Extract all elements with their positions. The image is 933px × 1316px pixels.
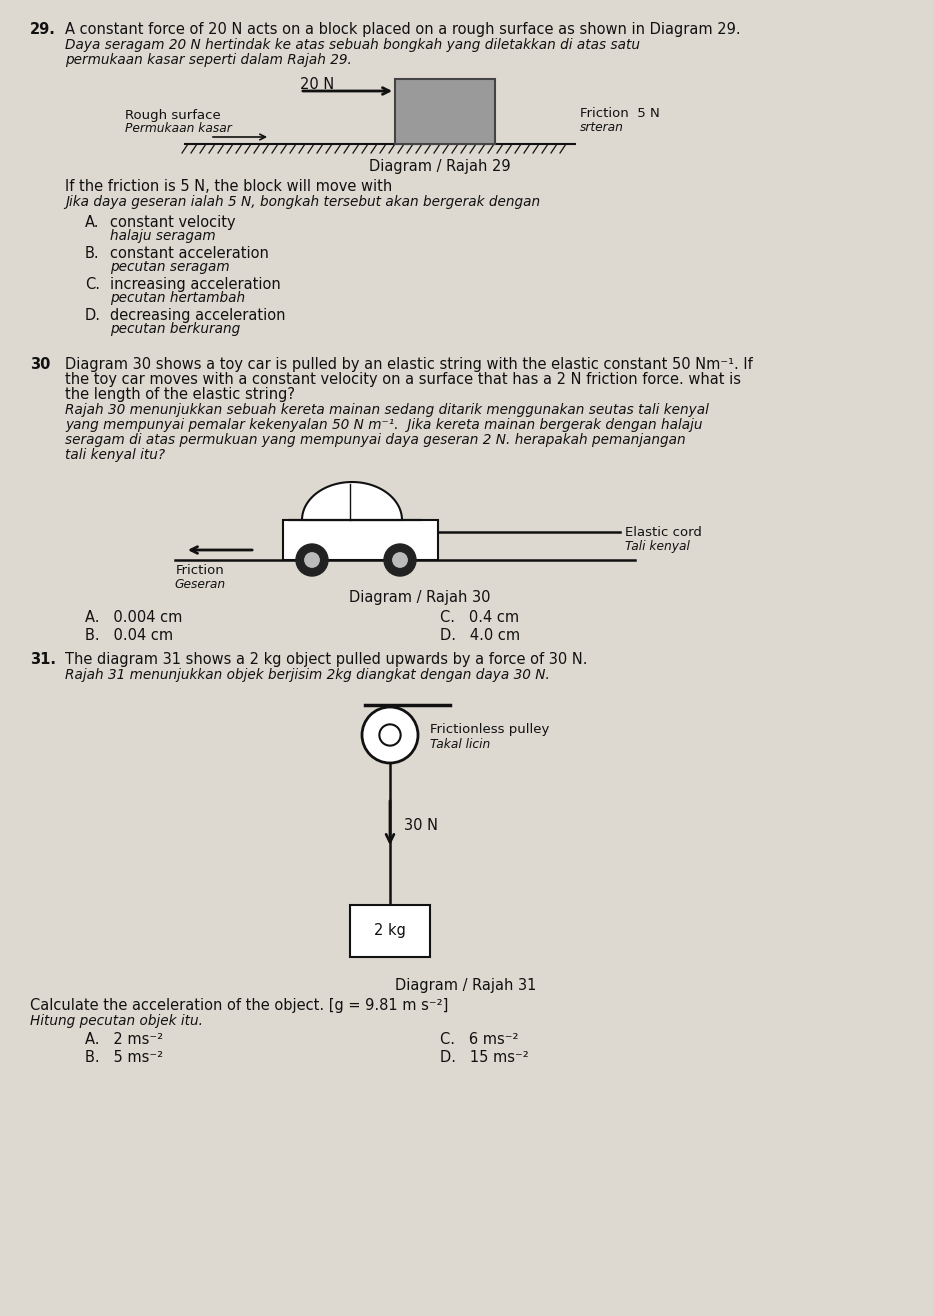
Text: constant velocity: constant velocity: [110, 215, 236, 230]
Polygon shape: [288, 482, 422, 520]
Text: B.   5 ms⁻²: B. 5 ms⁻²: [85, 1050, 163, 1065]
Bar: [395, 79, 495, 143]
Text: A.: A.: [85, 215, 100, 230]
Text: constant acceleration: constant acceleration: [110, 246, 269, 261]
Text: 30 N: 30 N: [404, 819, 438, 833]
Text: increasing acceleration: increasing acceleration: [110, 276, 281, 292]
Bar: [283, 520, 438, 561]
Text: Diagram 30 shows a toy car is pulled by an elastic string with the elastic const: Diagram 30 shows a toy car is pulled by …: [65, 357, 753, 372]
Text: Geseran: Geseran: [174, 578, 226, 591]
Text: Diagram / Rajah 31: Diagram / Rajah 31: [396, 978, 536, 994]
Text: C.: C.: [85, 276, 100, 292]
Text: Elastic cord: Elastic cord: [625, 526, 702, 540]
Text: pecutan hertambah: pecutan hertambah: [110, 291, 245, 305]
Text: D.   15 ms⁻²: D. 15 ms⁻²: [440, 1050, 529, 1065]
Text: Takal licin: Takal licin: [430, 738, 490, 751]
Text: Tali kenyal: Tali kenyal: [625, 540, 689, 553]
Text: tali kenyal itu?: tali kenyal itu?: [65, 447, 165, 462]
Text: Jika daya geseran ialah 5 N, bongkah tersebut akan bergerak dengan: Jika daya geseran ialah 5 N, bongkah ter…: [65, 195, 540, 209]
Text: pecutan berkurang: pecutan berkurang: [110, 322, 241, 336]
Text: 20 N: 20 N: [300, 78, 334, 92]
Text: If the friction is 5 N, the block will move with: If the friction is 5 N, the block will m…: [65, 179, 392, 193]
Circle shape: [362, 707, 418, 763]
Text: the length of the elastic string?: the length of the elastic string?: [65, 387, 295, 401]
Text: The diagram 31 shows a 2 kg object pulled upwards by a force of 30 N.: The diagram 31 shows a 2 kg object pulle…: [65, 651, 588, 667]
Circle shape: [296, 544, 328, 576]
Text: Rajah 30 menunjukkan sebuah kereta mainan sedang ditarik menggunakan seutas tali: Rajah 30 menunjukkan sebuah kereta maina…: [65, 403, 709, 417]
Text: C.   0.4 cm: C. 0.4 cm: [440, 611, 519, 625]
Text: seragam di atas permukuan yang mempunyai daya geseran 2 N. herapakah pemanjangan: seragam di atas permukuan yang mempunyai…: [65, 433, 686, 447]
Text: 31.: 31.: [30, 651, 56, 667]
Text: Rough surface: Rough surface: [125, 109, 221, 122]
Text: halaju seragam: halaju seragam: [110, 229, 216, 243]
Text: D.: D.: [85, 308, 101, 322]
Circle shape: [305, 553, 319, 567]
Text: Frictionless pulley: Frictionless pulley: [430, 722, 550, 736]
Text: the toy car moves with a constant velocity on a surface that has a 2 N friction : the toy car moves with a constant veloci…: [65, 372, 741, 387]
Text: B.: B.: [85, 246, 100, 261]
Text: A.   2 ms⁻²: A. 2 ms⁻²: [85, 1032, 163, 1048]
Text: Friction: Friction: [175, 565, 224, 576]
Circle shape: [380, 724, 400, 746]
Text: Diagram / Rajah 29: Diagram / Rajah 29: [369, 159, 510, 174]
Text: Friction  5 N: Friction 5 N: [580, 107, 660, 120]
Text: Permukaan kasar: Permukaan kasar: [125, 122, 231, 136]
Circle shape: [384, 544, 416, 576]
Text: srteran: srteran: [580, 121, 624, 134]
Text: D.   4.0 cm: D. 4.0 cm: [440, 628, 520, 644]
Text: pecutan seragam: pecutan seragam: [110, 261, 230, 274]
Text: Diagram / Rajah 30: Diagram / Rajah 30: [349, 590, 491, 605]
Text: A constant force of 20 N acts on a block placed on a rough surface as shown in D: A constant force of 20 N acts on a block…: [65, 22, 741, 37]
Text: 2 kg: 2 kg: [374, 924, 406, 938]
Circle shape: [393, 553, 407, 567]
Text: B.   0.04 cm: B. 0.04 cm: [85, 628, 174, 644]
Text: Hitung pecutan objek itu.: Hitung pecutan objek itu.: [30, 1015, 203, 1028]
Text: C.   6 ms⁻²: C. 6 ms⁻²: [440, 1032, 519, 1048]
Text: Rajah 31 menunjukkan objek berjisim 2kg diangkat dengan daya 30 N.: Rajah 31 menunjukkan objek berjisim 2kg …: [65, 669, 550, 682]
Text: 30: 30: [30, 357, 50, 372]
Text: A.   0.004 cm: A. 0.004 cm: [85, 611, 182, 625]
Bar: [350, 905, 430, 957]
Text: Calculate the acceleration of the object. [g = 9.81 m s⁻²]: Calculate the acceleration of the object…: [30, 998, 449, 1013]
Text: 29.: 29.: [30, 22, 56, 37]
Text: yang mempunyai pemalar kekenyalan 50 N m⁻¹.  Jika kereta mainan bergerak dengan : yang mempunyai pemalar kekenyalan 50 N m…: [65, 418, 703, 432]
Text: decreasing acceleration: decreasing acceleration: [110, 308, 285, 322]
Text: permukaan kasar seperti dalam Rajah 29.: permukaan kasar seperti dalam Rajah 29.: [65, 53, 352, 67]
Text: Daya seragam 20 N hertindak ke atas sebuah bongkah yang diletakkan di atas satu: Daya seragam 20 N hertindak ke atas sebu…: [65, 38, 640, 53]
